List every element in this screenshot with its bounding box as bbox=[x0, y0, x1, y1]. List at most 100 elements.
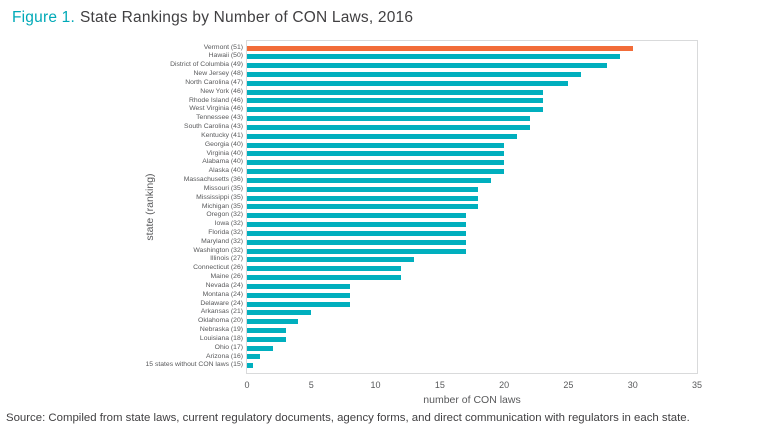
bar bbox=[247, 133, 517, 139]
bar bbox=[247, 63, 607, 69]
bar-track bbox=[247, 168, 697, 176]
bar-row: North Carolina (47) bbox=[0, 79, 700, 87]
bar bbox=[247, 363, 254, 369]
bar-row: Massachusetts (36) bbox=[0, 176, 700, 184]
bar-label: Delaware (24) bbox=[200, 299, 243, 307]
bar bbox=[247, 169, 505, 175]
bar bbox=[247, 160, 505, 166]
bar-row: Montana (24) bbox=[0, 291, 700, 299]
bar-row: Washington (32) bbox=[0, 247, 700, 255]
bar-label: Tennessee (43) bbox=[196, 114, 243, 122]
bar-row: Alaska (40) bbox=[0, 167, 700, 176]
bar bbox=[247, 248, 466, 254]
bar-label: South Carolina (43) bbox=[184, 123, 243, 131]
bar-row: Virginia (40) bbox=[0, 150, 700, 158]
bar-label: Iowa (32) bbox=[214, 220, 243, 228]
bar bbox=[247, 319, 299, 325]
bar bbox=[247, 336, 286, 342]
bar-label: Hawaii (50) bbox=[208, 52, 243, 60]
bar-label: Washington (32) bbox=[193, 246, 243, 254]
source-note: Source: Compiled from state laws, curren… bbox=[6, 412, 690, 424]
x-tick-label: 10 bbox=[370, 380, 381, 390]
x-tick-label: 30 bbox=[627, 380, 638, 390]
bar-track bbox=[247, 265, 697, 273]
bar-label: Virginia (40) bbox=[206, 149, 243, 157]
bar bbox=[247, 107, 543, 113]
bar bbox=[247, 80, 569, 86]
bar-track bbox=[247, 291, 697, 299]
bar-row: New York (46) bbox=[0, 88, 700, 96]
bar-row: District of Columbia (49) bbox=[0, 61, 700, 70]
bar-row: Louisiana (18) bbox=[0, 335, 700, 343]
bar-label: Oklahoma (20) bbox=[198, 317, 243, 325]
bar-row: Mississippi (35) bbox=[0, 194, 700, 202]
bar-row: Michigan (35) bbox=[0, 203, 700, 211]
bar-label: New York (46) bbox=[200, 87, 243, 95]
bar bbox=[247, 124, 530, 130]
x-axis-title: number of CON laws bbox=[423, 394, 521, 406]
bar-row: Vermont (51) bbox=[0, 44, 700, 52]
bar-track bbox=[247, 353, 697, 361]
bar bbox=[247, 89, 543, 95]
bar bbox=[247, 283, 350, 289]
bar-label: Nebraska (19) bbox=[199, 326, 243, 334]
bar-track bbox=[247, 123, 697, 131]
bar-track bbox=[247, 97, 697, 105]
bar-label: New Jersey (48) bbox=[193, 70, 243, 78]
bar-row: Rhode Island (46) bbox=[0, 97, 700, 105]
x-tick-label: 5 bbox=[308, 380, 314, 390]
bar-track bbox=[247, 309, 697, 317]
bar-track bbox=[247, 300, 697, 308]
bar-label: District of Columbia (49) bbox=[170, 61, 243, 69]
bar-track bbox=[247, 318, 697, 326]
bar-row: Arkansas (21) bbox=[0, 309, 700, 317]
bar-row: Maryland (32) bbox=[0, 238, 700, 246]
bar-row: Florida (32) bbox=[0, 229, 700, 237]
bar bbox=[247, 71, 582, 77]
bar-label: Illinois (27) bbox=[210, 255, 243, 263]
bar bbox=[247, 266, 402, 272]
bar bbox=[247, 257, 415, 263]
bar-row: Oklahoma (20) bbox=[0, 317, 700, 326]
bar-row: South Carolina (43) bbox=[0, 123, 700, 131]
x-tick-label: 35 bbox=[691, 380, 703, 390]
bar-track bbox=[247, 212, 697, 220]
bar bbox=[247, 239, 466, 245]
bar-label: Kentucky (41) bbox=[201, 131, 243, 139]
bar-track bbox=[247, 53, 697, 61]
x-tick-label: 25 bbox=[563, 380, 574, 390]
bar-label: Arkansas (21) bbox=[200, 308, 243, 316]
x-tick-label: 15 bbox=[434, 380, 445, 390]
bar-label: Mississippi (35) bbox=[196, 193, 243, 201]
bar-track bbox=[247, 362, 697, 370]
bar-track bbox=[247, 62, 697, 70]
bar-label: Nevada (24) bbox=[205, 281, 243, 289]
bar-label: Rhode Island (46) bbox=[188, 96, 243, 104]
bar bbox=[247, 292, 350, 298]
bar bbox=[247, 54, 620, 60]
plot-area-border bbox=[246, 40, 698, 374]
x-tick-label: 20 bbox=[499, 380, 510, 390]
bar-label: Alaska (40) bbox=[208, 167, 243, 175]
bar bbox=[247, 177, 492, 183]
bar-track bbox=[247, 44, 697, 52]
bar-track bbox=[247, 194, 697, 202]
bar-row: Tennessee (43) bbox=[0, 114, 700, 123]
bar bbox=[247, 98, 543, 104]
bars-container: Vermont (51) Hawaii (50) District of Colum… bbox=[0, 44, 700, 370]
bar-track bbox=[247, 159, 697, 167]
bar-row: Nevada (24) bbox=[0, 282, 700, 290]
bar-row: Illinois (27) bbox=[0, 256, 700, 264]
figure-number: Figure 1. bbox=[12, 9, 75, 26]
x-tick-label: 0 bbox=[244, 380, 250, 390]
bar-track bbox=[247, 203, 697, 211]
bar bbox=[247, 195, 479, 201]
bar-track bbox=[247, 79, 697, 87]
bar-row: Alabama (40) bbox=[0, 159, 700, 167]
bar-row: 15 states without CON laws (15) bbox=[0, 362, 700, 370]
bar-label: Ohio (17) bbox=[214, 343, 243, 351]
bar-row: Hawaii (50) bbox=[0, 53, 700, 61]
bar-label: Arizona (16) bbox=[205, 352, 243, 360]
bar-label: Massachusetts (36) bbox=[183, 176, 243, 184]
bar-label: West Virginia (46) bbox=[189, 105, 243, 113]
